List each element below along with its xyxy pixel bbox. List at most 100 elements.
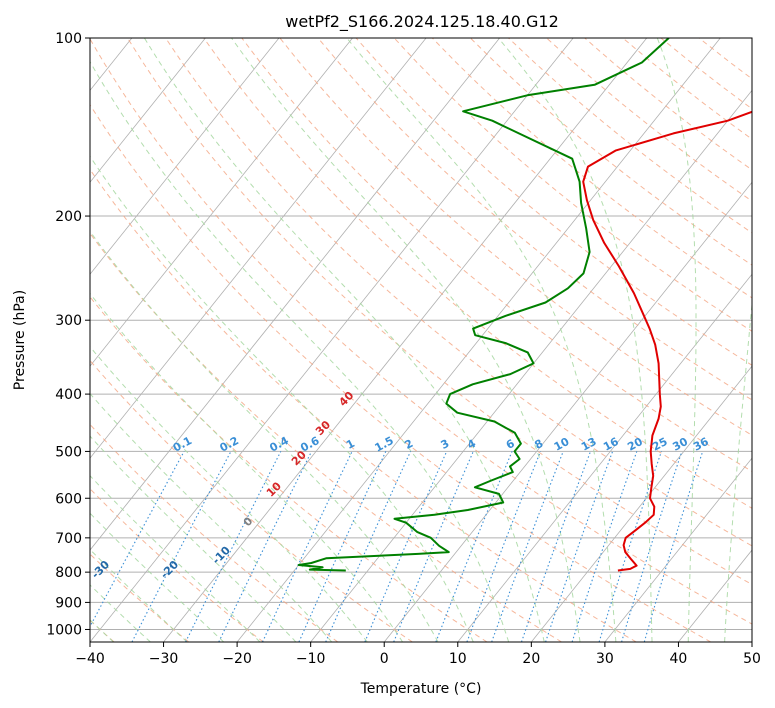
moist-adiabat (90, 292, 404, 642)
x-tick-label: 40 (670, 651, 688, 667)
isotherm-line (90, 38, 500, 551)
mixing-ratio-line (435, 451, 513, 642)
moist-adiabat (346, 38, 617, 642)
dry-adiabat (470, 38, 752, 266)
x-tick-label: 50 (743, 651, 761, 667)
profile-traces (297, 38, 752, 572)
x-tick-label: 30 (596, 651, 614, 667)
mixing-ratio-line (261, 451, 353, 642)
moist-adiabat (498, 38, 653, 642)
x-tick-label: 0 (380, 651, 389, 667)
moist-adiabat (90, 392, 333, 642)
dry-adiabat (127, 38, 752, 586)
isotherm-line (604, 457, 752, 642)
mixing-ratio-label: 1 (344, 437, 357, 452)
x-tick-label: −30 (149, 651, 179, 667)
dry-adiabat (279, 38, 752, 436)
moist-adiabat (90, 548, 188, 642)
mixing-ratio-line (545, 451, 614, 642)
mixing-ratio-line (90, 451, 185, 628)
y-tick-label: 400 (55, 387, 82, 403)
isotherm-line (90, 38, 353, 367)
dry-adiabat (90, 488, 264, 642)
dry-adiabat (165, 38, 752, 547)
isotherm-line (383, 181, 752, 642)
y-tick-label: 700 (55, 531, 82, 547)
isotherm-line (90, 38, 574, 642)
dry-adiabat (90, 553, 190, 642)
mixing-ratio-line (185, 451, 282, 642)
y-tick-label: 600 (55, 491, 82, 507)
mixing-ratio-line (621, 451, 683, 642)
mixing-ratio-label: 36 (691, 435, 711, 454)
y-tick-label: 900 (55, 595, 82, 611)
moist-adiabat (143, 38, 545, 642)
dry-adiabat (90, 232, 562, 642)
moist-adiabat (90, 60, 510, 642)
mixing-ratio-line (393, 451, 474, 642)
isotherm-line (751, 641, 752, 642)
mixing-ratio-label: 3 (439, 437, 452, 452)
moist-adiabat (90, 155, 474, 642)
y-tick-label: 500 (55, 444, 82, 460)
dry-adiabat (584, 38, 752, 171)
dry-adiabat (317, 38, 752, 401)
moist-adiabat (90, 512, 225, 642)
mixing-ratio-line (466, 451, 542, 642)
dry-adiabat (660, 38, 752, 110)
mixing-ratio-line (218, 451, 313, 642)
dry-adiabat-label: -30 (89, 558, 112, 581)
chart-title: wetPf2_S166.2024.125.18.40.G12 (285, 12, 559, 32)
mixing-ratio-label: 25 (650, 435, 670, 454)
mixing-ratio-label: 2 (402, 437, 415, 452)
isotherm-line (0, 38, 58, 642)
dry-adiabat-label: 30 (313, 418, 333, 438)
temperature-trace (582, 110, 752, 572)
y-tick-label: 200 (55, 209, 82, 225)
dry-adiabat (90, 359, 413, 642)
dry-adiabat (90, 38, 752, 625)
dry-adiabat (90, 296, 488, 642)
mixing-ratio-line (364, 451, 448, 642)
mixing-ratio-line (520, 451, 592, 642)
x-axis-label: Temperature (°C) (360, 681, 482, 697)
x-tick-label: −20 (222, 651, 252, 667)
mixing-ratio-line (571, 451, 638, 642)
isotherm-line (90, 38, 280, 275)
dry-adiabat (90, 103, 712, 642)
mixing-ratio-line (643, 451, 704, 642)
mixing-ratio-line (325, 451, 412, 642)
moist-adiabat (90, 345, 368, 642)
dry-adiabat-label: -10 (210, 544, 233, 567)
moist-adiabat (90, 230, 439, 642)
moist-adiabat (656, 38, 697, 642)
isotherm-line (90, 38, 206, 183)
x-tick-label: −40 (75, 651, 105, 667)
moist-adiabat (90, 435, 297, 642)
isotherm-line (90, 38, 427, 459)
mixing-ratio-line (598, 451, 663, 642)
dewpoint-trace (297, 38, 670, 572)
dry-adiabat (393, 38, 752, 332)
dry-adiabat (546, 38, 752, 202)
mixing-ratio-label: 10 (552, 435, 572, 454)
mixing-ratio-label: 20 (625, 435, 645, 454)
moist-adiabat (231, 38, 581, 642)
dry-adiabat (241, 38, 752, 472)
moist-adiabat (724, 299, 752, 642)
isotherm-line (457, 273, 752, 642)
y-tick-label: 300 (55, 313, 82, 329)
x-tick-label: −10 (296, 651, 326, 667)
x-tick-label: 10 (449, 651, 467, 667)
y-tick-label: 1000 (46, 622, 82, 638)
dry-adiabat (203, 38, 752, 509)
mixing-ratio-label: 13 (579, 435, 599, 454)
y-tick-label: 800 (55, 565, 82, 581)
isotherm-line (310, 89, 752, 642)
y-axis-label: Pressure (hPa) (12, 290, 28, 390)
mixing-ratio-label: 30 (670, 435, 690, 454)
isotherm-line (163, 38, 648, 642)
dry-adiabat (355, 38, 752, 366)
mixing-ratio-line (491, 451, 564, 642)
